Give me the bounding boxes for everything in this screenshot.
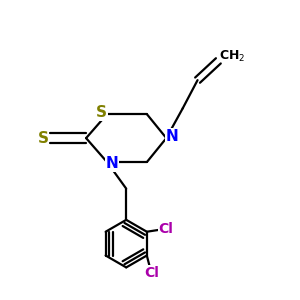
Text: Cl: Cl <box>159 222 174 236</box>
Text: Cl: Cl <box>144 266 159 280</box>
Text: S: S <box>96 105 107 120</box>
Text: CH$_2$: CH$_2$ <box>219 49 245 64</box>
Text: N: N <box>106 156 118 171</box>
Text: N: N <box>165 129 178 144</box>
Text: S: S <box>38 130 49 146</box>
